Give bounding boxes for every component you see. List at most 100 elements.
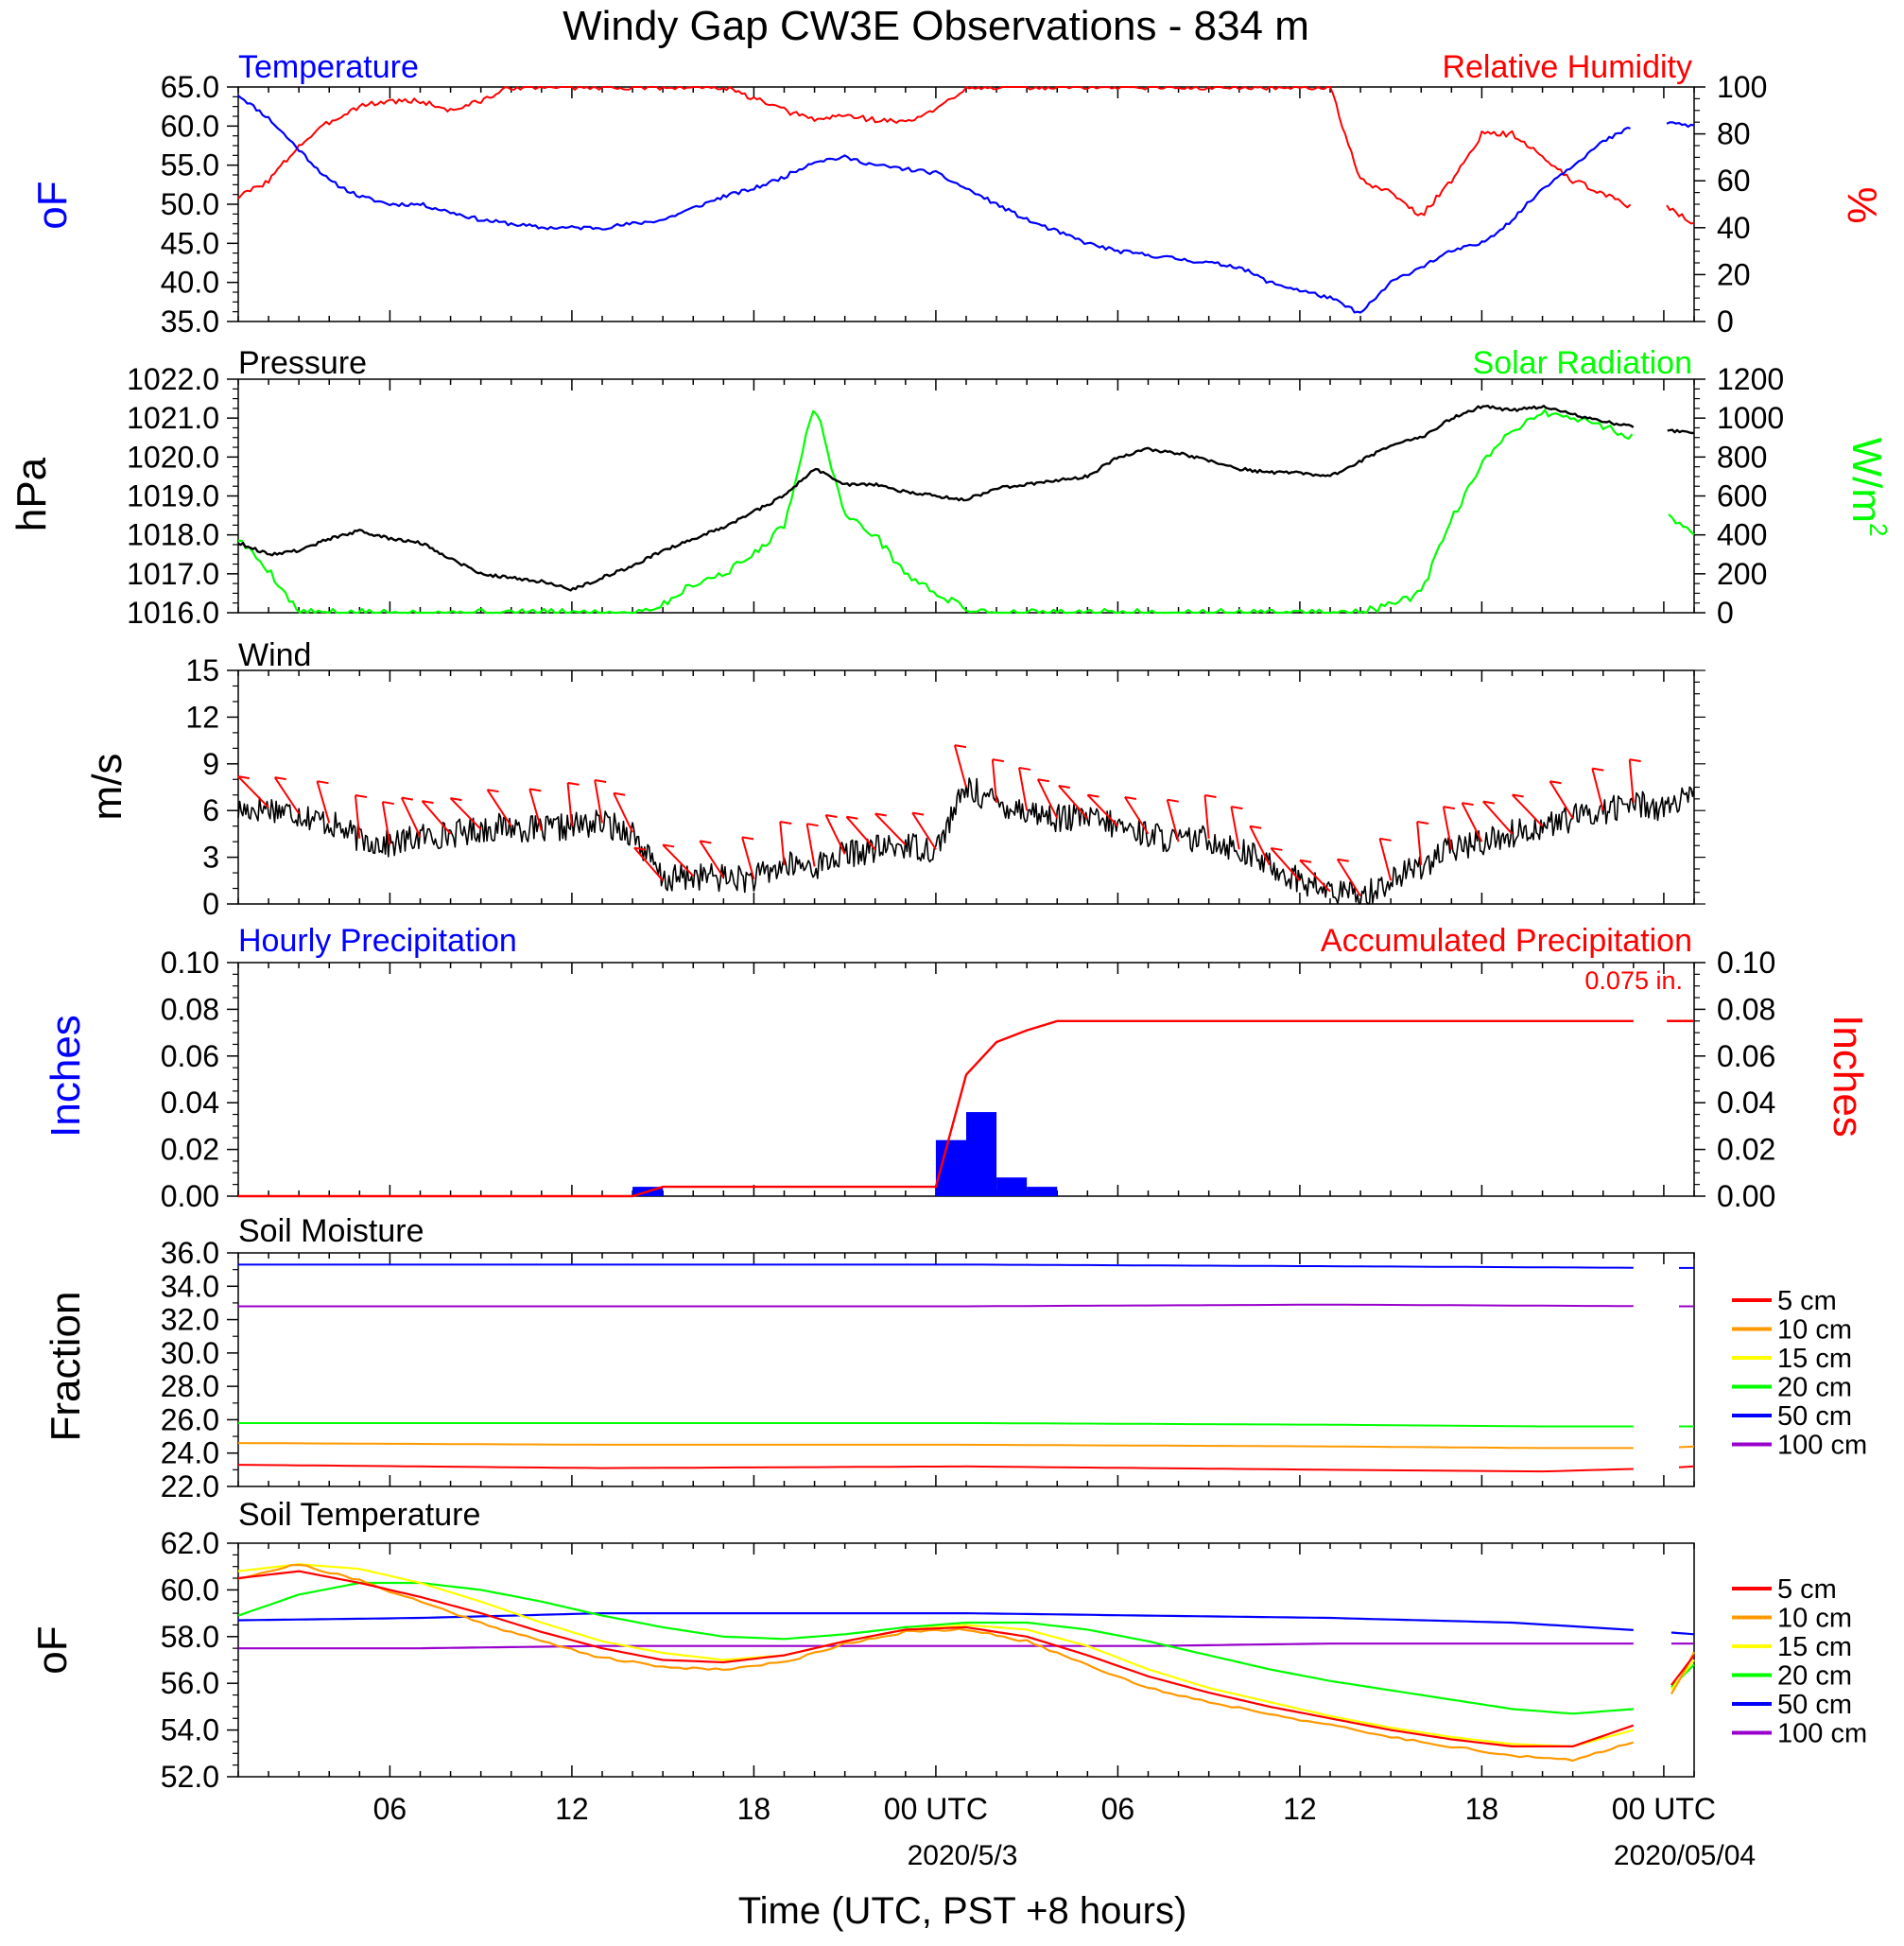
soil-temp-legend-label: 50 cm bbox=[1777, 1690, 1852, 1720]
wind-left-ytick-label: 3 bbox=[202, 841, 219, 875]
temp-left-ytick-label: 55.0 bbox=[161, 148, 219, 182]
solar-right-ytick-label: 400 bbox=[1717, 518, 1767, 552]
solar-right-ytick-label: 800 bbox=[1717, 440, 1767, 474]
soil-moisture-left-ytick-label: 30.0 bbox=[161, 1336, 219, 1370]
pressure-left-ytick-label: 1018.0 bbox=[127, 518, 219, 552]
wind-left-ytick-label: 6 bbox=[202, 793, 219, 827]
wind-barb-flag bbox=[825, 813, 838, 818]
solar-right-ytick-label: 0 bbox=[1717, 596, 1734, 630]
soil-temp-50cm-seg-0 bbox=[237, 1612, 1634, 1631]
wind-barb-flag bbox=[1462, 802, 1474, 807]
wind-barb-shaft bbox=[1018, 767, 1029, 811]
soil-temp-legend-label: 100 cm bbox=[1777, 1719, 1867, 1749]
wind-barb-shaft bbox=[1058, 785, 1089, 820]
temp-left-ytick-label: 35.0 bbox=[161, 304, 219, 339]
soil-temp-left-ytick-label: 54.0 bbox=[161, 1713, 219, 1747]
wind-barb-shaft bbox=[1166, 799, 1180, 843]
wind-barb-flag bbox=[1379, 837, 1392, 842]
rh-right-ytick-label: 40 bbox=[1717, 211, 1751, 245]
pressure-left-ytick-label: 1022.0 bbox=[127, 362, 219, 396]
precip-left-ytick-label: 0.06 bbox=[161, 1039, 219, 1073]
wind-barb-shaft bbox=[566, 782, 573, 826]
hourly-precip-unit: Inches bbox=[43, 1015, 89, 1138]
wind-barb-shaft bbox=[824, 814, 846, 855]
wind-barb-shaft bbox=[911, 812, 937, 850]
wind-barb-shaft bbox=[273, 776, 301, 815]
wind-barb-flag bbox=[1018, 766, 1031, 771]
accum-precip-title: Accumulated Precipitation bbox=[1321, 923, 1692, 959]
pressure-title: Pressure bbox=[238, 345, 367, 381]
wind-barb-flag bbox=[874, 812, 887, 817]
wind-barb-flag bbox=[595, 779, 607, 784]
solar-unit: W/m2 bbox=[1843, 438, 1893, 537]
soil-temp-50cm-seg-1 bbox=[1670, 1631, 1695, 1636]
pressure-line-seg-0 bbox=[237, 405, 1635, 592]
wind-barb-flag bbox=[237, 775, 251, 780]
wind-barb-flag bbox=[911, 811, 925, 816]
wind-barb-flag bbox=[613, 791, 626, 796]
soil-moisture-10cm-seg-1 bbox=[1678, 1445, 1695, 1449]
wind-barb-shaft bbox=[1482, 800, 1514, 835]
soil-moisture-5cm-seg-1 bbox=[1678, 1465, 1695, 1468]
rh-right-ytick-label: 20 bbox=[1717, 257, 1751, 291]
wind-barb-shaft bbox=[633, 846, 664, 881]
soil-moisture-10cm-seg-0 bbox=[237, 1442, 1634, 1450]
solar-line-seg-1 bbox=[1668, 513, 1695, 536]
precip-right-ytick-label: 0.04 bbox=[1717, 1086, 1775, 1120]
soil-moisture-legend-label: 50 cm bbox=[1777, 1401, 1852, 1432]
precip-left-ytick-label: 0.00 bbox=[161, 1179, 219, 1213]
wind-barb-flag bbox=[1231, 806, 1243, 810]
precip-right-ytick-label: 0.06 bbox=[1717, 1039, 1775, 1073]
wind-barb-flag bbox=[1416, 821, 1429, 825]
soil-moisture-100cm-seg-0 bbox=[238, 1303, 1634, 1308]
soil-moisture-left-ytick-label: 36.0 bbox=[161, 1236, 219, 1270]
x-axis-label: Time (UTC, PST +8 hours) bbox=[738, 1890, 1187, 1932]
wind-barb-flag bbox=[741, 836, 754, 841]
wind-barb-flag bbox=[1167, 798, 1179, 803]
wind-barb-shaft bbox=[237, 775, 269, 808]
precip-right-ytick-label: 0.08 bbox=[1717, 992, 1775, 1026]
humidity-line-seg-1 bbox=[1666, 204, 1695, 225]
pressure-unit: hPa bbox=[9, 457, 55, 531]
wind-barb-shaft bbox=[699, 840, 725, 878]
wind-barb-shaft bbox=[449, 797, 482, 830]
soil-temp-legend-label: 20 cm bbox=[1777, 1661, 1852, 1692]
wind-barb-shaft bbox=[874, 812, 907, 846]
wind-barb-shaft bbox=[1299, 860, 1331, 893]
pressure-left-ytick-label: 1017.0 bbox=[127, 557, 219, 591]
wind-barb-shaft bbox=[662, 843, 694, 877]
wind-barb-shaft bbox=[1461, 802, 1483, 843]
wind-barb-shaft bbox=[1591, 768, 1604, 811]
humidity-unit: % bbox=[1839, 186, 1885, 223]
soil-moisture-legend-label: 20 cm bbox=[1777, 1373, 1852, 1403]
wind-barb-shaft bbox=[400, 797, 422, 838]
wind-barb-flag bbox=[662, 843, 675, 848]
wind-barb-flag bbox=[1482, 800, 1495, 805]
wind-barb-flag bbox=[1549, 780, 1562, 785]
soil-temp-unit: oF bbox=[29, 1625, 76, 1674]
wind-left-ytick-label: 15 bbox=[185, 653, 219, 687]
soil-temp-left-ytick-label: 52.0 bbox=[161, 1760, 219, 1794]
wind-title: Wind bbox=[238, 637, 311, 673]
humidity-line-seg-0 bbox=[237, 86, 1632, 217]
x-tick-label: 12 bbox=[555, 1792, 589, 1826]
wind-barb-flag bbox=[1299, 859, 1312, 863]
soil-moisture-left-ytick-label: 22.0 bbox=[161, 1469, 219, 1503]
wind-barb-shaft bbox=[991, 759, 998, 804]
rh-right-ytick-label: 100 bbox=[1717, 70, 1767, 104]
soil-temp-15cm-seg-0 bbox=[237, 1563, 1635, 1747]
wind-barb-shaft bbox=[381, 801, 391, 845]
x-tick-label: 06 bbox=[373, 1792, 407, 1826]
soil-temp-left-ytick-label: 58.0 bbox=[161, 1620, 219, 1654]
chart-title: Windy Gap CW3E Observations - 834 m bbox=[563, 3, 1309, 49]
wind-left-ytick-label: 12 bbox=[185, 700, 219, 734]
x-tick-label: 18 bbox=[1465, 1792, 1499, 1826]
soil-temp-5cm-seg-0 bbox=[237, 1570, 1635, 1747]
soil-temp-20cm-seg-0 bbox=[237, 1581, 1634, 1715]
wind-barb-flag bbox=[1087, 793, 1099, 798]
wind-barb-shaft bbox=[1378, 838, 1393, 881]
precip-right-ytick-label: 0.02 bbox=[1717, 1133, 1775, 1167]
wind-barb-shaft bbox=[953, 744, 967, 788]
wind-left-ytick-label: 9 bbox=[202, 747, 219, 781]
wind-barb-shaft bbox=[1416, 821, 1423, 865]
